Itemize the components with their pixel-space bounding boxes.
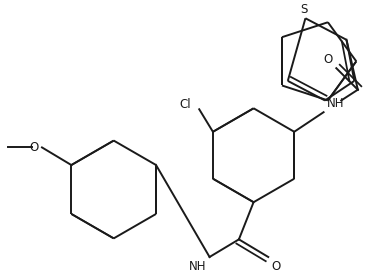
Text: O: O (271, 260, 280, 273)
Text: NH: NH (189, 260, 207, 273)
Text: O: O (30, 141, 39, 154)
Text: Cl: Cl (180, 98, 191, 111)
Text: NH: NH (327, 97, 344, 110)
Text: S: S (300, 3, 307, 16)
Text: O: O (323, 53, 332, 66)
